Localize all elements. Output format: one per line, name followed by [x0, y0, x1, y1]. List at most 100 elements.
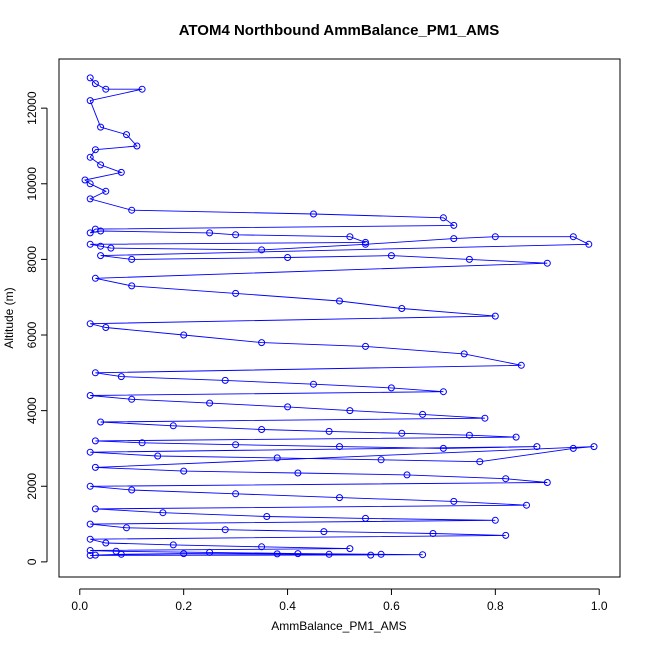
- series-line: [83, 77, 595, 556]
- data-point: [154, 452, 162, 460]
- data-point: [97, 123, 105, 131]
- data-point: [91, 437, 99, 445]
- x-tick-label: 0.4: [279, 599, 296, 613]
- data-point: [91, 505, 99, 513]
- data-point: [97, 418, 105, 426]
- data-point: [569, 444, 577, 452]
- data-point: [107, 244, 115, 252]
- data-point: [569, 233, 577, 241]
- data-point: [206, 229, 214, 237]
- data-point: [91, 551, 99, 559]
- x-tick-label: 0.0: [71, 599, 88, 613]
- data-point: [86, 392, 94, 399]
- data-point: [491, 516, 499, 524]
- data-point: [169, 541, 177, 549]
- data-point: [128, 486, 136, 494]
- data-point: [325, 550, 333, 558]
- data-point: [258, 246, 266, 254]
- data-point: [86, 535, 94, 543]
- data-point: [206, 548, 214, 556]
- data-point: [398, 305, 406, 312]
- data-point: [403, 471, 411, 479]
- data-point: [86, 74, 94, 82]
- y-tick-label: 12000: [25, 91, 39, 125]
- data-point: [258, 426, 266, 433]
- data-point: [465, 431, 473, 439]
- data-point: [97, 161, 105, 169]
- data-point: [180, 467, 188, 475]
- data-point: [294, 550, 302, 558]
- data-point: [590, 443, 598, 451]
- data-point: [387, 252, 395, 260]
- data-point: [117, 550, 125, 558]
- data-point: [258, 543, 266, 551]
- data-point: [86, 153, 94, 161]
- data-point: [97, 242, 105, 250]
- data-point: [123, 131, 130, 139]
- data-point: [91, 463, 99, 471]
- data-point: [362, 240, 369, 248]
- data-point: [102, 85, 110, 93]
- data-point: [232, 441, 240, 449]
- data-point: [325, 427, 333, 435]
- data-point: [419, 410, 427, 418]
- data-point: [81, 176, 89, 184]
- data-point: [273, 550, 281, 558]
- data-point: [284, 254, 292, 261]
- data-point: [377, 456, 385, 464]
- data-point: [398, 429, 406, 437]
- data-point: [310, 380, 317, 388]
- x-tick-label: 1.0: [591, 599, 608, 613]
- data-point: [102, 187, 110, 195]
- data-point: [128, 206, 136, 214]
- x-axis-label: AmmBalance_PM1_AMS: [271, 619, 406, 633]
- data-point: [102, 324, 110, 331]
- y-tick-label: 6000: [25, 321, 39, 348]
- data-point: [320, 528, 328, 536]
- data-point: [128, 255, 136, 263]
- data-point: [138, 85, 146, 93]
- data-point: [86, 240, 94, 248]
- data-point: [232, 231, 240, 239]
- data-point: [523, 501, 530, 509]
- data-point: [180, 331, 188, 339]
- data-point: [362, 342, 369, 350]
- x-tick-label: 0.6: [383, 599, 400, 613]
- data-point: [346, 233, 354, 241]
- data-point: [86, 229, 94, 237]
- data-point: [97, 227, 105, 235]
- data-point: [221, 526, 229, 534]
- data-point: [429, 530, 437, 537]
- data-point: [86, 482, 94, 490]
- y-tick-label: 8000: [25, 246, 39, 273]
- series-layer: [81, 74, 598, 559]
- data-point: [86, 97, 94, 105]
- data-point: [206, 399, 214, 407]
- data-point: [512, 433, 520, 441]
- y-tick-label: 2000: [25, 473, 39, 500]
- data-point: [91, 369, 99, 377]
- data-point: [138, 439, 146, 447]
- data-point: [258, 339, 266, 347]
- data-point: [169, 422, 177, 430]
- data-point: [502, 531, 510, 539]
- data-point: [294, 469, 302, 477]
- data-point: [533, 443, 541, 451]
- data-point: [367, 551, 375, 559]
- data-point: [439, 214, 447, 222]
- data-point: [476, 458, 484, 466]
- data-point: [91, 80, 99, 88]
- data-point: [543, 479, 551, 486]
- data-point: [439, 388, 447, 396]
- data-point: [97, 252, 105, 260]
- data-point: [221, 376, 229, 384]
- data-point: [232, 289, 240, 297]
- x-tick-label: 0.8: [487, 599, 504, 613]
- data-point: [346, 407, 354, 415]
- data-point: [91, 146, 99, 154]
- data-point: [86, 195, 94, 203]
- data-point: [117, 168, 125, 176]
- data-point: [123, 524, 130, 532]
- data-point: [387, 384, 395, 392]
